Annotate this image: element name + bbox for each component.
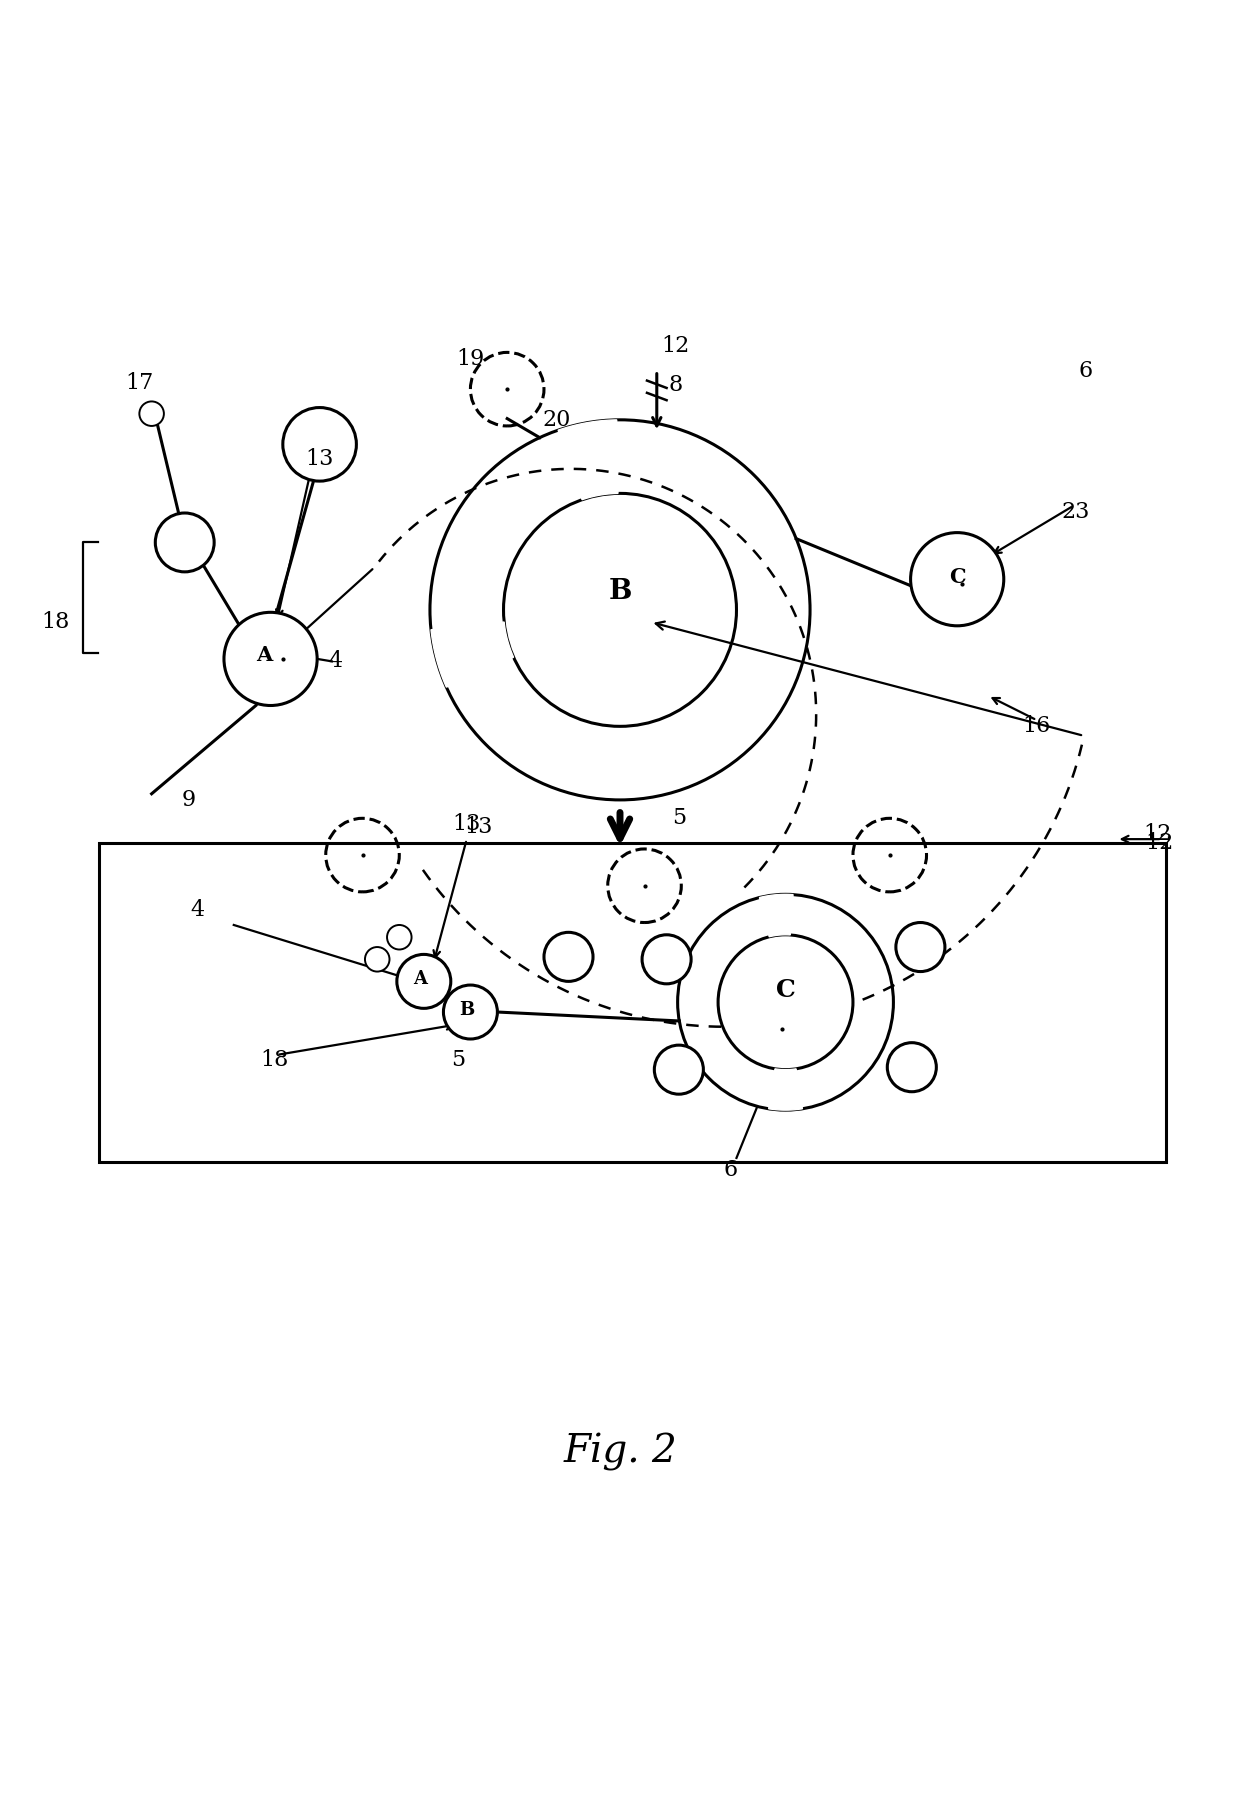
Circle shape	[503, 494, 737, 726]
Text: C: C	[775, 979, 796, 1002]
Polygon shape	[558, 420, 618, 499]
Text: 9: 9	[181, 788, 196, 812]
Circle shape	[397, 954, 451, 1008]
Circle shape	[888, 1043, 936, 1092]
Text: 4: 4	[329, 650, 342, 672]
Text: 6: 6	[723, 1158, 738, 1182]
Text: 16: 16	[1023, 715, 1052, 738]
Text: 8: 8	[668, 375, 682, 397]
Text: 13: 13	[465, 815, 494, 839]
Text: 20: 20	[542, 409, 570, 431]
Text: 23: 23	[1061, 501, 1090, 523]
Circle shape	[718, 934, 853, 1070]
Text: 19: 19	[456, 347, 485, 370]
Text: B: B	[459, 1000, 475, 1018]
Text: 5: 5	[451, 1049, 465, 1070]
Circle shape	[224, 612, 317, 706]
Bar	[99, 842, 1166, 1162]
Circle shape	[139, 402, 164, 426]
Circle shape	[365, 946, 389, 972]
Text: C: C	[949, 568, 966, 587]
Text: A: A	[257, 645, 273, 665]
Polygon shape	[769, 1069, 802, 1110]
Text: 13: 13	[305, 447, 334, 471]
Circle shape	[910, 533, 1003, 625]
Text: 18: 18	[260, 1049, 289, 1070]
Circle shape	[895, 923, 945, 972]
Text: B: B	[609, 578, 631, 605]
Circle shape	[544, 932, 593, 981]
Text: 12: 12	[661, 336, 689, 357]
Text: 17: 17	[125, 372, 154, 393]
Text: 13: 13	[453, 814, 481, 835]
Circle shape	[283, 408, 356, 481]
Polygon shape	[432, 621, 513, 688]
Circle shape	[677, 894, 894, 1110]
Circle shape	[444, 984, 497, 1040]
Text: 18: 18	[42, 611, 71, 634]
Text: Fig. 2: Fig. 2	[563, 1433, 677, 1471]
Circle shape	[155, 514, 215, 571]
Circle shape	[387, 925, 412, 950]
Circle shape	[642, 934, 691, 984]
Text: 4: 4	[190, 900, 205, 921]
Circle shape	[430, 420, 810, 799]
Text: 6: 6	[1079, 359, 1092, 383]
Text: 12: 12	[1143, 823, 1171, 846]
Text: A: A	[413, 970, 427, 988]
Circle shape	[655, 1045, 703, 1094]
Text: 5: 5	[672, 808, 686, 830]
Polygon shape	[759, 894, 794, 938]
Text: 12: 12	[1146, 832, 1173, 853]
